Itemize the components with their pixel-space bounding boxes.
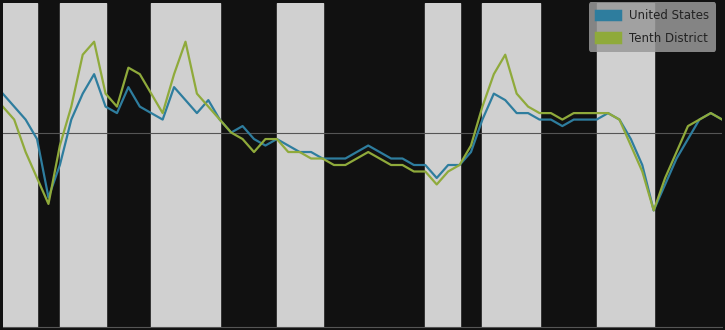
United States (90, 72, 99, 76)
Tenth District (0, 105, 7, 109)
Bar (482, 3, 539, 327)
Bar (597, 3, 654, 327)
Bar (152, 3, 220, 327)
United States (102, 105, 110, 109)
United States (307, 150, 315, 154)
Tenth District (410, 170, 418, 174)
Line: United States: United States (3, 74, 722, 211)
Tenth District (102, 92, 110, 96)
Line: Tenth District: Tenth District (3, 42, 722, 211)
Bar (277, 3, 323, 327)
Tenth District (90, 40, 99, 44)
United States (410, 163, 418, 167)
Bar (426, 3, 460, 327)
United States (467, 150, 476, 154)
Tenth District (364, 150, 373, 154)
Tenth District (650, 209, 658, 213)
United States (650, 209, 658, 213)
United States (364, 144, 373, 148)
United States (0, 92, 7, 96)
Bar (60, 3, 106, 327)
Tenth District (467, 144, 476, 148)
Tenth District (307, 156, 315, 160)
United States (478, 117, 486, 121)
Legend: United States, Tenth District: United States, Tenth District (589, 2, 716, 52)
United States (718, 117, 725, 121)
Bar (3, 3, 37, 327)
Tenth District (478, 105, 486, 109)
Tenth District (718, 117, 725, 121)
